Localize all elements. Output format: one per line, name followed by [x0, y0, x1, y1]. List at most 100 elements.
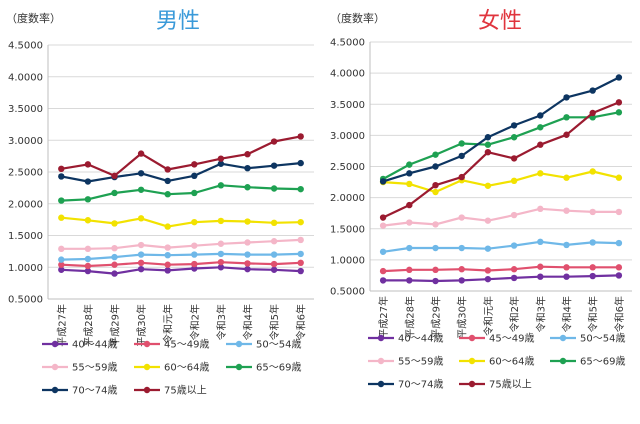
y-axis-label: （度数率）: [330, 11, 385, 25]
y-tick-label: 3.5000: [330, 100, 365, 111]
legend-label: 40～44歳: [72, 339, 117, 351]
data-point: [458, 244, 465, 252]
data-point: [111, 253, 118, 261]
data-point: [270, 162, 278, 169]
x-tick-label: 令和2年: [508, 296, 521, 332]
series-line: [61, 216, 301, 228]
data-point: [137, 150, 145, 157]
legend-swatch-marker: [468, 380, 476, 388]
data-point: [458, 140, 465, 147]
data-point: [432, 163, 439, 170]
legend-label: 55～59歳: [398, 356, 443, 368]
legend-label: 55～59歳: [72, 362, 117, 374]
data-point: [589, 239, 596, 246]
legend-label: 40～44歳: [398, 333, 443, 345]
legend-swatch-marker: [51, 363, 59, 371]
legend-label: 70～74歳: [72, 385, 117, 397]
chart-title: 男性: [156, 9, 200, 34]
legend-label: 45～49歳: [489, 333, 534, 345]
x-tick-label: 令和4年: [242, 304, 255, 340]
data-point: [406, 277, 413, 284]
data-point: [164, 166, 171, 173]
data-point: [458, 214, 465, 221]
x-tick-label: 平成29年: [109, 304, 122, 347]
data-point: [270, 219, 278, 226]
legend-swatch-marker: [559, 334, 567, 342]
data-point: [164, 177, 171, 185]
data-point: [432, 221, 439, 228]
x-tick-label: 令和3年: [215, 304, 228, 340]
data-point: [137, 215, 145, 222]
y-tick-label: 2.5000: [8, 168, 43, 179]
legend-swatch-marker: [377, 380, 385, 388]
data-point: [615, 264, 623, 271]
x-tick-label: 令和2年: [188, 304, 201, 340]
data-point: [297, 159, 304, 167]
data-point: [297, 267, 304, 275]
data-point: [191, 251, 198, 258]
data-point: [297, 185, 304, 193]
data-point: [217, 217, 225, 225]
y-tick-label: 3.0000: [330, 131, 365, 142]
series-line: [383, 274, 619, 283]
data-point: [563, 94, 570, 101]
legend-swatch-marker: [51, 386, 59, 394]
data-point: [484, 148, 492, 156]
data-point: [458, 152, 465, 160]
legend-label: 60～64歳: [164, 362, 209, 374]
data-point: [164, 223, 171, 230]
y-tick-label: 0.5000: [8, 295, 43, 306]
x-tick-label: 平成30年: [456, 296, 469, 339]
data-point: [270, 251, 278, 258]
data-point: [58, 197, 65, 204]
legend-swatch-marker: [468, 334, 476, 342]
series-line: [383, 170, 620, 194]
data-point: [58, 165, 65, 173]
data-point: [615, 174, 623, 181]
data-point: [484, 275, 492, 283]
data-point: [164, 261, 171, 268]
legend-swatch-marker: [377, 357, 385, 365]
legend-swatch-marker: [559, 357, 567, 365]
data-point: [406, 161, 413, 168]
y-tick-label: 1.0000: [330, 255, 365, 266]
legend-label: 50～54歳: [580, 333, 625, 345]
data-point: [270, 238, 278, 245]
series-line: [61, 238, 301, 250]
data-point: [244, 251, 251, 258]
data-point: [217, 155, 225, 162]
legend-swatch-marker: [143, 340, 151, 348]
data-point: [297, 250, 304, 258]
data-point: [270, 260, 278, 268]
data-point: [484, 245, 492, 252]
data-point: [191, 260, 198, 268]
x-tick-label: 平成28年: [403, 296, 416, 339]
data-point: [406, 201, 413, 209]
data-point: [432, 277, 439, 285]
data-point: [563, 114, 570, 121]
data-point: [510, 155, 518, 162]
data-point: [615, 208, 623, 216]
data-point: [244, 164, 251, 172]
data-point: [111, 270, 118, 277]
data-point: [406, 170, 413, 177]
data-point: [510, 177, 518, 185]
data-point: [297, 218, 304, 226]
data-point: [244, 151, 251, 158]
data-point: [270, 266, 278, 273]
x-tick-label: 令和5年: [268, 304, 281, 340]
data-point: [432, 181, 439, 189]
y-tick-label: 4.5000: [8, 41, 43, 52]
data-point: [84, 196, 92, 203]
data-point: [164, 244, 171, 251]
series-line: [382, 101, 620, 219]
data-point: [137, 259, 145, 267]
data-point: [484, 182, 492, 189]
x-tick-label: 平成27年: [55, 304, 68, 347]
x-tick-label: 令和3年: [534, 296, 547, 332]
data-point: [379, 248, 387, 255]
data-point: [84, 267, 92, 275]
chart-title: 女性: [478, 9, 522, 34]
series-line: [61, 162, 301, 183]
